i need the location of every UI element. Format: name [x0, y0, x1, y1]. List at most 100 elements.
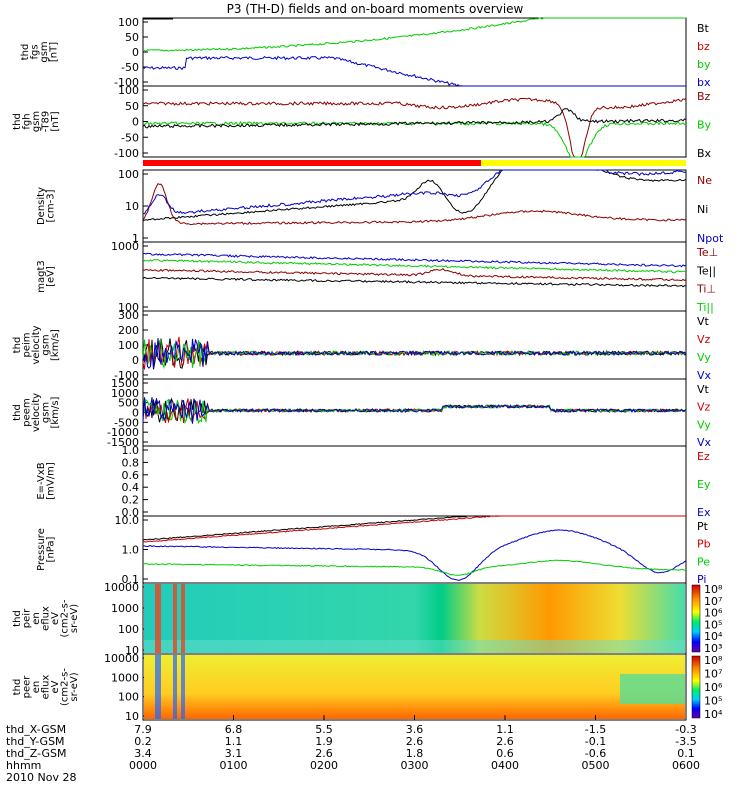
pressure-tick-label: 10.0	[115, 514, 140, 527]
peim-ylabel: thd	[12, 337, 23, 354]
fgh-frame	[142, 85, 687, 158]
peem-ylabel: thd	[12, 404, 23, 421]
pressure-frame	[142, 515, 687, 584]
peem-tick-label: 0	[132, 407, 139, 420]
peem-tick-label: 1000	[111, 387, 139, 400]
efield-tick-label: 0.8	[122, 456, 140, 469]
peir-colorbar-label: 10³	[704, 642, 722, 655]
peer-burst-2	[181, 655, 185, 719]
peir-tick-label: 1000	[111, 602, 139, 615]
efield-ylabel: [mV/m]	[46, 462, 57, 500]
footer-row-thd_Y-GSM: thd_Y-GSM 0.2 1.1 1.9 2.6 2.6 -0.1 -3.5	[6, 736, 746, 748]
footer-value: 1.1	[224, 735, 243, 748]
peer-ylabel: peer	[22, 675, 33, 699]
peir-colorbar-label: 10⁸	[704, 583, 723, 596]
footer-value: 2.6	[405, 735, 424, 748]
peir-colorbar-label: 10⁷	[704, 595, 722, 608]
fgh-bz-line	[142, 97, 687, 158]
fgh-legend-2: Bx	[697, 147, 712, 160]
footer-value: -0.3	[675, 723, 697, 736]
fgh-ylabel: -T89	[41, 111, 52, 133]
mode-bar-fast	[143, 160, 481, 166]
footer-row-thd_X-GSM: thd_X-GSM 7.9 6.8 5.5 3.6 1.1 -1.5 -0.3	[6, 724, 746, 736]
fgs-ylabel: thd	[20, 44, 31, 61]
footer-row-thd_Z-GSM: thd_Z-GSM 3.4 3.1 2.6 1.8 0.6 -0.6 0.1	[6, 748, 746, 760]
footer-value: 0200	[310, 759, 338, 772]
peer-ylabel: en	[31, 681, 42, 694]
peim-legend-0: Vt	[697, 315, 710, 328]
peem-ylabel: gsm	[41, 402, 52, 423]
peem-ylabel: [km/s]	[50, 396, 61, 428]
fgh-legend-0: Bz	[697, 90, 711, 103]
footer-value: 6.8	[224, 723, 243, 736]
footer-value: 0500	[581, 759, 610, 772]
peem-ylabel: velocity	[31, 393, 42, 432]
peer-green-patch	[620, 674, 685, 704]
footer-value: 0100	[219, 759, 248, 772]
footer-value: 0000	[129, 759, 157, 772]
footer-value: 5.5	[315, 723, 333, 736]
overview-chart: 100500-50-100thdfgsgsm[nT]Btbzbybx100500…	[12, 16, 724, 723]
temp-frame	[142, 241, 687, 312]
peer-burst-0	[155, 655, 161, 719]
peir-tick-label: 10000	[104, 581, 139, 594]
peer-spectrogram	[144, 655, 685, 719]
fgh-tick-label: 0	[132, 116, 139, 129]
density-ni-line	[142, 169, 687, 222]
density-tick-label: 100	[118, 168, 139, 181]
density-tick-label: 1	[132, 232, 139, 245]
peer-ylabel: (cm2-s-	[60, 668, 71, 706]
temp-ylabel: [eV]	[46, 266, 57, 287]
footer-value: -3.5	[675, 735, 697, 748]
temp-legend-1: Te||	[696, 264, 716, 277]
efield-tick-label: 0.4	[122, 481, 140, 494]
peir-ylabel: (cm2-s-	[60, 599, 71, 637]
fgh-tick-label: -50	[121, 131, 139, 144]
fgs-bx-line	[142, 55, 686, 87]
footer-value: 3.6	[405, 723, 424, 736]
peer-colorbar-label: 10⁸	[704, 654, 723, 667]
temp-ti-par-line	[142, 259, 687, 274]
footer-value: 1.9	[315, 735, 333, 748]
peer-colorbar-label: 10⁴	[704, 708, 723, 721]
peer-colorbar-label: 10⁷	[704, 668, 722, 681]
fgs-tick-label: -100	[114, 76, 139, 89]
peem-ylabel: peem	[22, 398, 33, 426]
peir-colorbar-label: 10⁶	[704, 607, 723, 620]
peem-legend-1: Vz	[697, 401, 711, 414]
temp-ylabel: magt3	[36, 260, 47, 293]
fgs-tick-label: 50	[125, 31, 139, 44]
peir-tick-label: 100	[118, 623, 139, 636]
fgs-legend-1: bz	[697, 40, 710, 53]
peim-ylabel: [km/s]	[50, 329, 61, 361]
footer-value: 0.1	[677, 747, 695, 760]
footer-value: -0.1	[584, 735, 607, 748]
peer-ylabel: eV	[50, 680, 61, 693]
pressure-legend-1: Pb	[697, 538, 711, 551]
peir-colorbar-label: 10⁴	[704, 630, 723, 643]
peir-colorbar	[691, 584, 701, 653]
pressure-legend-2: Pe	[697, 555, 710, 568]
footer-value: 3.1	[224, 747, 243, 760]
efield-legend-0: Ez	[697, 450, 710, 463]
pressure-ylabel: Pressure	[36, 528, 47, 571]
peem-legend-0: Vt	[697, 383, 710, 396]
peim-legend-2: Vy	[697, 351, 711, 364]
fgs-ylabel: fgs	[30, 44, 41, 59]
peim-ylabel: peim	[22, 332, 33, 357]
efield-ylabel: E=-VxB	[36, 462, 47, 499]
efield-frame	[142, 445, 687, 517]
peir-ylabel: eflux	[41, 606, 52, 631]
peer-ylabel: sr-eV)	[69, 672, 80, 701]
footer-value: 0400	[491, 759, 519, 772]
footer-date: 2010 Nov 28	[6, 771, 77, 784]
fgs-tick-label: 0	[132, 46, 139, 59]
fgh-ylabel: gsm	[31, 111, 42, 132]
peir-ylabel: eV	[50, 612, 61, 625]
footer-value: 2.6	[496, 735, 514, 748]
fgs-ylabel: gsm	[39, 41, 50, 62]
density-ylabel: [cm-3]	[46, 189, 57, 222]
peir-burst-0	[155, 584, 161, 653]
footer-label: thd_Z-GSM	[6, 747, 67, 760]
fgs-tick-label: 100	[118, 16, 139, 29]
